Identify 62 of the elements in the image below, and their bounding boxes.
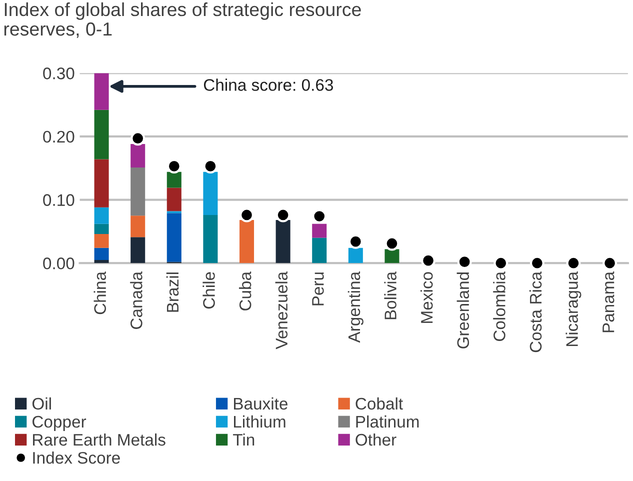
- x-tick-label: Argentina: [348, 271, 364, 343]
- x-tick-label: Canada: [130, 271, 142, 329]
- legend-label: Other: [356, 433, 396, 446]
- bar: [94, 260, 109, 264]
- bar: [94, 224, 109, 234]
- x-tick-label: Panama: [602, 271, 614, 332]
- point: [276, 208, 290, 222]
- x-tick-label: Costa Rica: [529, 271, 542, 352]
- legend-label: Copper: [32, 416, 86, 431]
- x-tick-label: Cuba: [238, 271, 252, 310]
- x-tick-label: Bolivia: [384, 271, 396, 320]
- annotation: China score: 0.63: [204, 78, 333, 91]
- point: [384, 236, 400, 251]
- bar: [130, 216, 146, 238]
- chart-title: Index of global shares of strategic resource reserves, 0-1: [4, 2, 361, 38]
- bar: [94, 207, 109, 224]
- bar: [203, 214, 218, 264]
- bar: [94, 73, 109, 110]
- bar: [203, 172, 218, 215]
- bar: [384, 249, 400, 264]
- point: [494, 256, 508, 270]
- y-tick-label: 0.30: [43, 68, 74, 80]
- bar: [312, 238, 327, 264]
- bar: [312, 224, 327, 238]
- bar: [348, 248, 363, 264]
- x-tick-label: China: [94, 271, 106, 314]
- bar: [130, 237, 146, 264]
- x-tick-label: Nicaragua: [566, 271, 582, 346]
- legend-label: Tin: [233, 433, 254, 446]
- legend-label: Index Score: [33, 452, 120, 464]
- y-tick-label: 0.00: [43, 258, 74, 270]
- legend-label: Lithium: [234, 415, 286, 428]
- bar: [130, 167, 146, 216]
- x-tick-label: Venezuela: [275, 271, 288, 350]
- x-tick-label: Greenland: [456, 272, 470, 348]
- x-tick-label: Colombia: [493, 271, 506, 341]
- point: [421, 253, 436, 268]
- point: [530, 256, 544, 270]
- x-tick-label: Brazil: [166, 272, 179, 312]
- y-tick-label: 0.10: [43, 194, 74, 206]
- bar: [276, 220, 290, 264]
- legend-label: Cobalt: [356, 397, 403, 410]
- bar: [130, 144, 146, 168]
- legend-label: Platinum: [356, 415, 419, 428]
- bar: [94, 110, 109, 160]
- bar: [166, 188, 182, 212]
- bar: [166, 213, 182, 262]
- x-tick-label: Peru: [312, 272, 324, 306]
- x-tick-label: Chile: [202, 272, 215, 309]
- point: [130, 131, 146, 146]
- x-tick-label: Mexico: [420, 272, 433, 323]
- bar: [94, 234, 109, 248]
- legend-label: Oil: [32, 397, 51, 410]
- bar: [166, 172, 182, 188]
- bar: [94, 159, 109, 208]
- legend-label: Rare Earth Metals: [33, 433, 166, 446]
- point: [566, 256, 581, 270]
- point: [602, 256, 618, 270]
- bar: [94, 248, 109, 260]
- y-tick-label: 0.20: [43, 130, 74, 143]
- bar: [239, 220, 254, 264]
- legend-label: Bauxite: [234, 397, 288, 410]
